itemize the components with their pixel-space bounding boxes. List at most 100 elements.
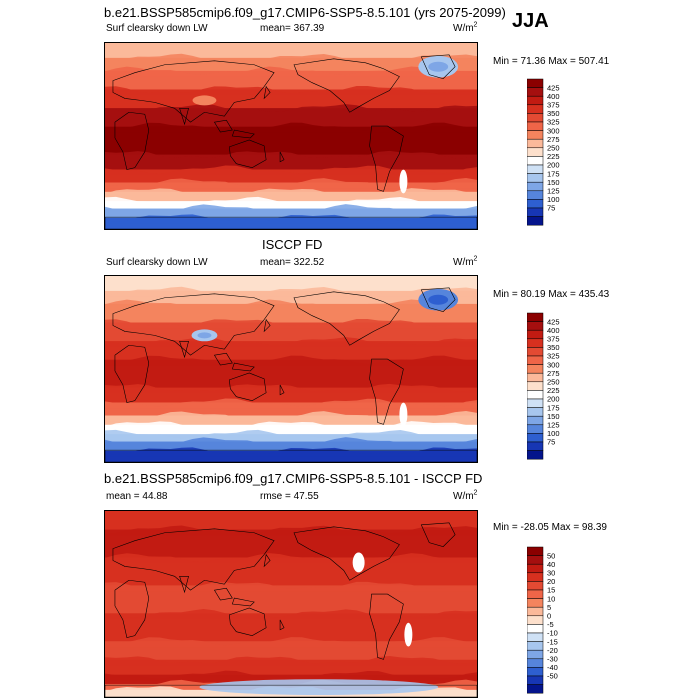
panel1-colorbar-swatch [527,104,544,114]
panel1-colorbar-tick-label: 425 [547,83,560,92]
panel2-colorbar-tick-label: 350 [547,343,560,352]
panel3-colorbar-tick-label: -50 [547,672,558,681]
panel1-colorbar-tick-label: 300 [547,126,560,135]
panel1-colorbar-swatch [527,173,544,183]
panel3-colorbar-swatch [527,615,544,625]
panel2-colorbar-tick-label: 100 [547,429,560,438]
panel2-colorbar-swatch [527,398,544,408]
panel2-colorbar-swatch [527,364,544,374]
panel1-mean: mean= 367.39 [260,23,325,34]
panel3-colorbar-tick-label: -30 [547,655,558,664]
panel2-minmax: Min = 80.19 Max = 435.43 [493,289,610,300]
panel2-colorbar-swatch [527,450,544,460]
panel2-colorbar-swatch [527,321,544,331]
panel3-colorbar-tick-label: 0 [547,612,551,621]
panel1-colorbar-swatch [527,156,544,166]
panel1-colorbar-swatch [527,130,544,140]
panel3-colorbar-swatch [527,667,544,677]
panel2-colorbar-swatch [527,424,544,434]
panel3-colorbar-swatch [527,555,544,565]
panel3-minmax: Min = -28.05 Max = 98.39 [493,522,607,533]
panel1-colorbar-tick-label: 175 [547,169,560,178]
panel3-colorbar-swatch [527,624,544,634]
panel1-minmax: Min = 71.36 Max = 507.41 [493,56,610,67]
panel1-colorbar-tick-label: 125 [547,187,560,196]
plot-title: b.e21.BSSP585cmip6.f09_g17.CMIP6-SSP5-8.… [104,5,506,20]
panel2-map [104,275,478,463]
panel2-colorbar-swatch [527,347,544,357]
panel3-map [104,510,478,698]
season-label: JJA [512,10,549,32]
panel1-colorbar-swatch [527,121,544,131]
panel3-colorbar-tick-label: 10 [547,594,555,603]
panel2-colorbar-swatch [527,390,544,400]
panel3-colorbar-tick-label: -20 [547,646,558,655]
panel2-colorbar-tick-label: 250 [547,378,560,387]
panel1-colorbar-tick-label: 375 [547,101,560,110]
panel1-variable: Surf clearsky down LW [106,23,208,34]
panel1-colorbar-tick-label: 75 [547,204,555,213]
panel1-colorbar-tick-label: 350 [547,109,560,118]
panel2-colorbar-swatch [527,381,544,391]
panel2-mean: mean= 322.52 [260,257,325,268]
panel3-colorbar-tick-label: 20 [547,577,555,586]
panel2-colorbar-tick-label: 275 [547,369,560,378]
panel3-colorbar-swatch [527,649,544,660]
panel3-mean: mean = 44.88 [106,491,168,502]
panel2-colorbar-swatch [527,329,544,340]
panel3-colorbar-swatch [527,632,544,642]
panel1-colorbar-swatch [527,190,544,200]
panel3-colorbar-tick-label: 40 [547,560,555,569]
panel2-units: W/m2 [453,255,478,268]
panel2-colorbar-swatch [527,312,544,322]
panel1-colorbar-swatch [527,95,544,106]
panel3-colorbar-tick-label: -40 [547,663,558,672]
panel1-colorbar-tick-label: 100 [547,195,560,204]
panel1-colorbar-tick-label: 200 [547,161,560,170]
panel3-colorbar: 50 40 30 20 15 10 5 0 -5 -10 -15 -20 -30 -40 -50 [527,545,587,695]
panel3-colorbar-tick-label: -15 [547,637,558,646]
panel3-units: W/m2 [453,489,478,502]
panel1-colorbar-swatch [527,87,544,97]
panel1-colorbar-swatch [527,113,544,123]
panel2-colorbar-tick-label: 300 [547,360,560,369]
panel3-colorbar-tick-label: -10 [547,629,558,638]
panel3-colorbar-swatch [527,641,544,651]
panel3-colorbar-swatch [527,598,544,608]
panel3-colorbar-tick-label: 30 [547,569,555,578]
panel1-colorbar-swatch [527,199,544,209]
panel1-colorbar-tick-label: 400 [547,92,560,101]
panel1-units: W/m2 [453,21,478,34]
panel1-colorbar-swatch [527,147,544,157]
panel3-colorbar-tick-label: 5 [547,603,551,612]
panel2-colorbar-swatch [527,338,544,348]
panel1-colorbar-swatch [527,207,544,217]
panel3-heading: b.e21.BSSP585cmip6.f09_g17.CMIP6-SSP5-8.… [104,471,483,486]
panel2-variable: Surf clearsky down LW [106,257,208,268]
panel2-colorbar-swatch [527,372,544,383]
panel1-colorbar-swatch [527,78,544,88]
panel2-colorbar-tick-label: 400 [547,326,560,335]
panel2-colorbar-swatch [527,415,544,426]
panel2-colorbar-tick-label: 225 [547,386,560,395]
panel2-colorbar-tick-label: 425 [547,317,560,326]
panel3-colorbar-swatch [527,572,544,582]
panel2-colorbar-tick-label: 175 [547,403,560,412]
panel1-colorbar-tick-label: 150 [547,178,560,187]
panel2-colorbar-swatch [527,433,544,443]
panel2-colorbar-tick-label: 125 [547,421,560,430]
panel3-colorbar-swatch [527,675,544,685]
panel1-colorbar-tick-label: 325 [547,118,560,127]
panel3-colorbar-tick-label: 50 [547,551,555,560]
panel1-colorbar-swatch [527,138,544,149]
panel3-colorbar-swatch [527,546,544,556]
panel1-colorbar-tick-label: 225 [547,152,560,161]
panel2-colorbar-tick-label: 150 [547,412,560,421]
panel3-colorbar-tick-label: -5 [547,620,554,629]
panel3-colorbar-swatch [527,606,544,617]
panel2-colorbar-swatch [527,355,544,365]
panel1-colorbar-tick-label: 275 [547,135,560,144]
panel2-colorbar: 425 400 375 350 325 300 275 250 225 200 175 150 125 1… [527,311,587,461]
panel3-colorbar-swatch [527,684,544,694]
panel3-colorbar-swatch [527,589,544,599]
